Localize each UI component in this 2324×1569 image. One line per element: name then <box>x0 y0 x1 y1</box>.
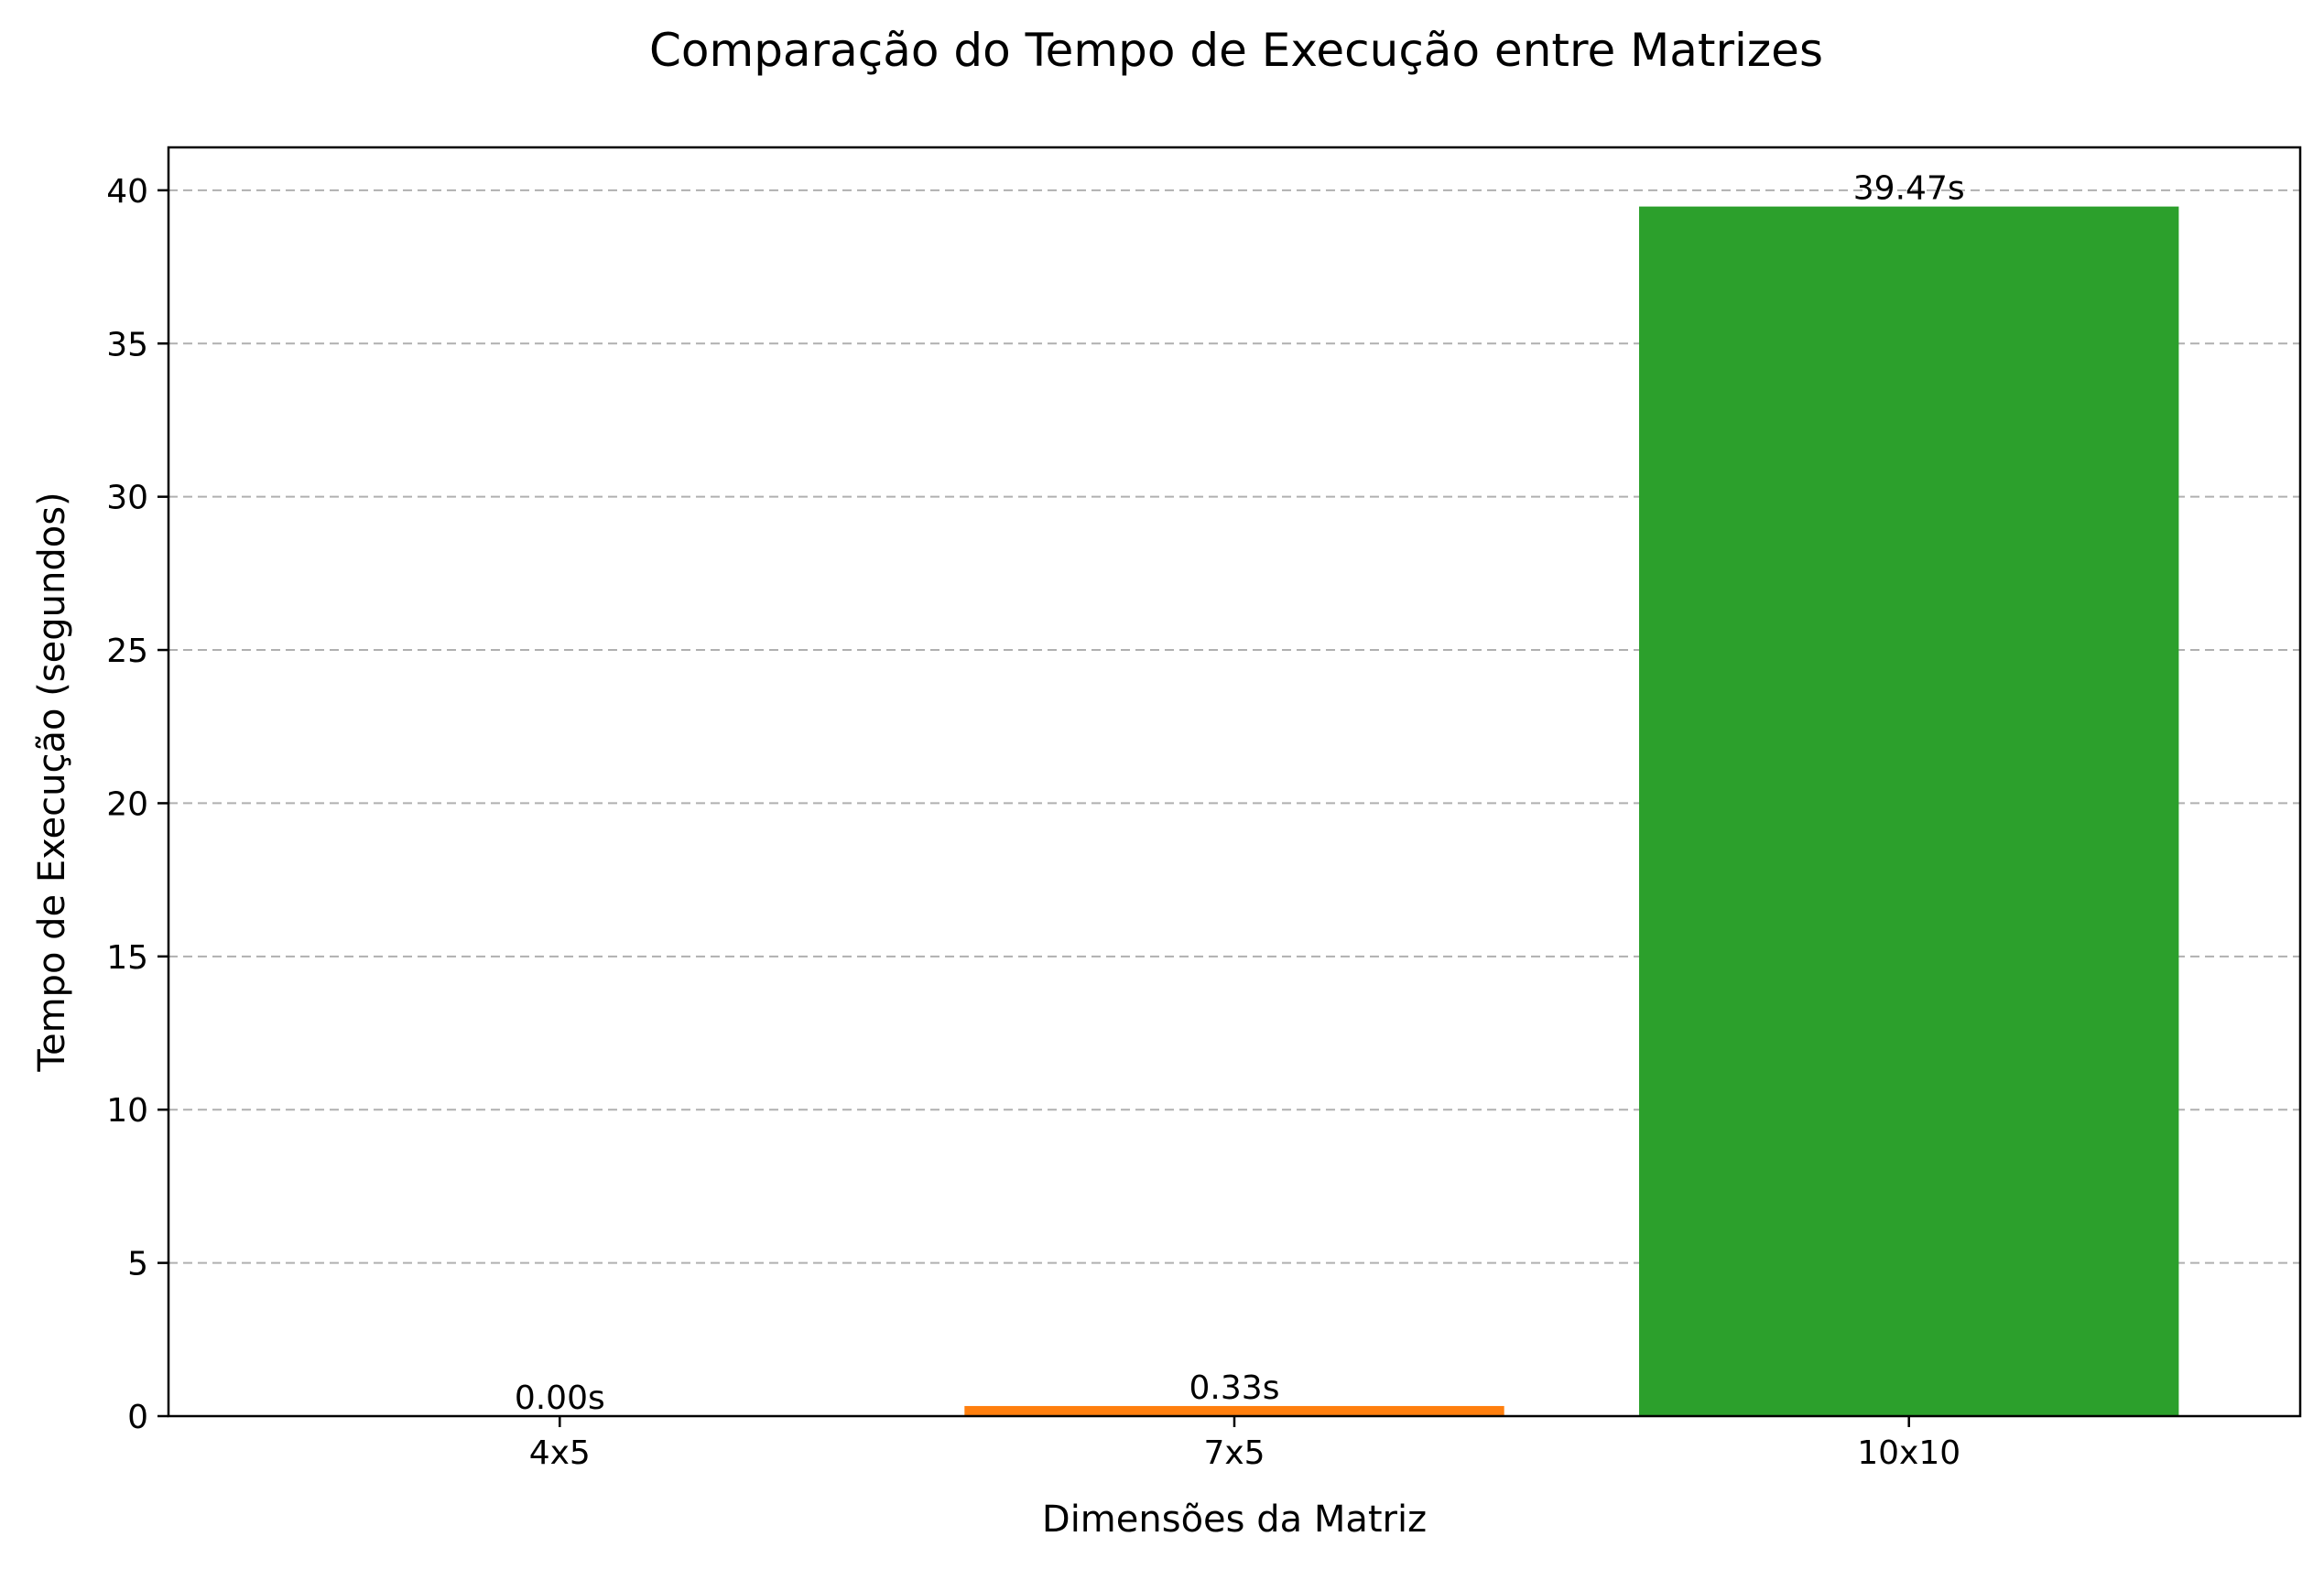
y-tick-label: 0 <box>127 1399 148 1436</box>
y-tick-label: 5 <box>127 1246 148 1283</box>
y-tick-label: 35 <box>106 326 148 363</box>
x-tick-label: 7x5 <box>1203 1434 1265 1472</box>
y-tick-label: 40 <box>106 173 148 211</box>
bar-7x5 <box>964 1406 1504 1416</box>
y-tick-label: 25 <box>106 633 148 670</box>
y-tick-label: 10 <box>106 1092 148 1130</box>
y-tick-label: 15 <box>106 939 148 977</box>
x-tick-label: 10x10 <box>1857 1434 1960 1472</box>
x-axis-label: Dimensões da Matriz <box>1042 1499 1427 1541</box>
bar-10x10 <box>1639 207 2178 1416</box>
x-axis: 4x5 7x5 10x10 <box>529 1416 1960 1472</box>
bars <box>964 207 2178 1416</box>
y-axis-label: Tempo de Execução (segundos) <box>31 492 73 1072</box>
y-tick-label: 30 <box>106 480 148 517</box>
value-label-10x10: 39.47s <box>1853 170 1965 208</box>
value-label-7x5: 0.33s <box>1189 1369 1280 1407</box>
x-tick-label: 4x5 <box>529 1434 591 1472</box>
y-tick-label: 20 <box>106 785 148 823</box>
chart-title: Comparação do Tempo de Execução entre Ma… <box>649 24 1823 77</box>
value-label-4x5: 0.00s <box>515 1380 605 1417</box>
y-axis: 0 5 10 15 20 25 30 35 40 <box>106 173 168 1436</box>
